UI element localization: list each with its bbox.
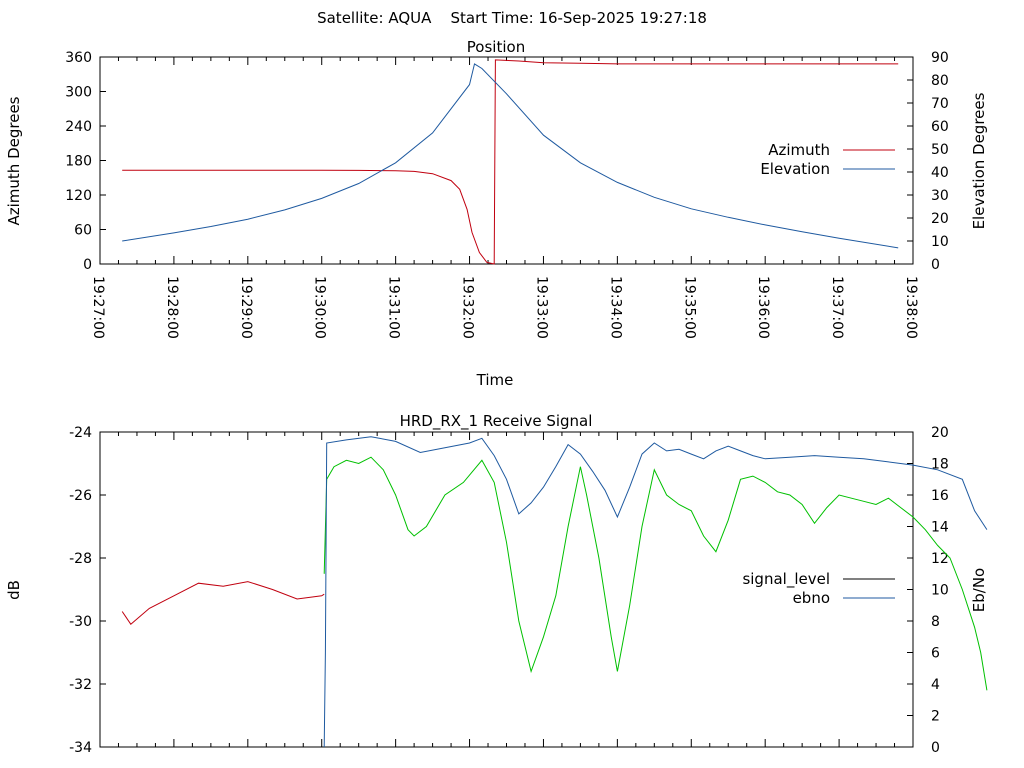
signal-legend-label: ebno [793,589,830,607]
position-y-tick-label: 0 [83,257,92,273]
position-x-tick-label: 19:32:00 [460,276,476,339]
position-y2-tick-label: 40 [931,165,949,181]
position-y2-tick-label: 80 [931,73,949,89]
signal-y-tick-label: -28 [69,551,92,567]
position-chart: Position Time Azimuth Degrees Elevation … [5,38,988,389]
signal-y2-tick-label: 18 [931,457,949,473]
signal-y2-tick-label: 20 [931,425,949,441]
position-x-tick-label: 19:31:00 [386,276,402,339]
position-legend-label: Azimuth [768,141,830,159]
position-x-tick-label: 19:34:00 [607,276,623,339]
position-y-tick-label: 360 [65,50,92,66]
position-x-axis-label: Time [476,371,514,389]
position-y2-tick-label: 90 [931,50,949,66]
signal-y-tick-label: -34 [69,740,92,756]
signal-y2-tick-label: 0 [931,740,940,756]
signal-y-axis-label: dB [5,580,23,600]
signal-y-tick-label: -24 [69,425,92,441]
position-chart-title: Position [467,38,525,56]
position-y2-tick-label: 50 [931,142,949,158]
position-y2-tick-label: 70 [931,96,949,112]
signal-chart-title: HRD_RX_1 Receive Signal [400,412,593,431]
position-x-tick-label: 19:36:00 [755,276,771,339]
signal-y2-tick-label: 8 [931,614,940,630]
position-y-tick-label: 240 [65,119,92,135]
position-y2-tick-label: 60 [931,119,949,135]
position-x-tick-label: 19:28:00 [164,276,180,339]
position-y-tick-label: 120 [65,188,92,204]
position-y-tick-label: 60 [74,223,92,239]
position-y2-tick-label: 10 [931,234,949,250]
signal-y2-tick-label: 12 [931,551,949,567]
signal-y2-tick-label: 2 [931,709,940,725]
position-y-tick-label: 300 [65,85,92,101]
position-y2-axis-label: Elevation Degrees [970,92,988,229]
signal-series-ebno-line [323,436,988,748]
signal-y-tick-label: -26 [69,488,92,504]
signal-y2-tick-label: 4 [931,677,940,693]
signal-y-tick-label: -30 [69,614,92,630]
position-x-tick-label: 19:38:00 [903,276,919,339]
position-y2-tick-label: 0 [931,257,940,273]
position-x-tick-label: 19:30:00 [312,276,328,339]
position-x-tick-label: 19:37:00 [829,276,845,339]
position-y2-tick-label: 30 [931,188,949,204]
position-y-tick-label: 180 [65,154,92,170]
position-legend-label: Elevation [760,160,830,178]
signal-y2-tick-label: 10 [931,583,949,599]
signal-legend-label: signal_level [742,570,830,589]
position-x-tick-label: 19:29:00 [238,276,254,339]
signal-y2-axis-label: Eb/No [970,568,988,612]
position-x-tick-label: 19:35:00 [681,276,697,339]
signal-chart: HRD_RX_1 Receive Signal dB Eb/No -34 -32 -… [5,412,988,756]
signal-series-signal_level-line [323,456,988,691]
signal-y2-tick-label: 16 [931,488,949,504]
position-series-azimuth-line [122,59,899,265]
signal-series-signal_level-line [121,581,325,625]
signal-y-tick-label: -32 [69,677,92,693]
position-x-tick-label: 19:33:00 [533,276,549,339]
signal-y2-tick-label: 14 [931,520,949,536]
signal-y2-tick-label: 6 [931,646,940,662]
position-series-elevation-line [122,63,899,249]
position-y-axis-label: Azimuth Degrees [5,96,23,225]
position-y2-tick-label: 20 [931,211,949,227]
position-x-tick-label: 19:27:00 [90,276,106,339]
figure-title: Satellite: AQUA Start Time: 16-Sep-2025 … [317,9,707,27]
